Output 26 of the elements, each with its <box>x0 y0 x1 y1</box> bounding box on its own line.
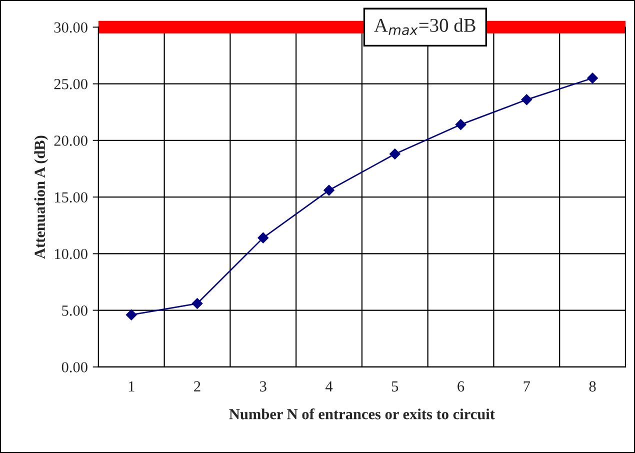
y-tick-label: 20.00 <box>54 136 88 146</box>
x-tick-label: 2 <box>194 381 200 392</box>
x-tick-label: 8 <box>589 381 596 392</box>
y-tick-label: 10.00 <box>54 248 88 260</box>
point <box>521 94 532 106</box>
x-tick-label: 4 <box>325 381 333 392</box>
x-tick-label: 3 <box>260 381 266 392</box>
y-tick-label: 5.00 <box>62 305 88 316</box>
y-tick-label: 0.00 <box>62 362 88 372</box>
point <box>192 298 203 309</box>
point <box>126 309 137 320</box>
y-axis-title: Attenuation A (dB) <box>34 136 48 259</box>
point <box>389 148 400 160</box>
point <box>587 72 598 84</box>
y-tick-label: 30.00 <box>54 22 88 33</box>
point <box>455 119 466 130</box>
x-tick-label: 1 <box>128 381 134 392</box>
point <box>258 232 269 244</box>
ref-line-label: A$_{max}$=30 dB <box>374 18 476 36</box>
y-tick-label: 15.00 <box>54 192 88 203</box>
y-tick-label: 25.00 <box>54 78 88 90</box>
x-axis-title: Number N of entrances or exits to circuit <box>229 408 495 420</box>
x-tick-label: 7 <box>524 381 530 392</box>
x-tick-label: 5 <box>392 381 398 392</box>
point <box>324 184 334 196</box>
x-tick-label: 6 <box>458 381 464 392</box>
